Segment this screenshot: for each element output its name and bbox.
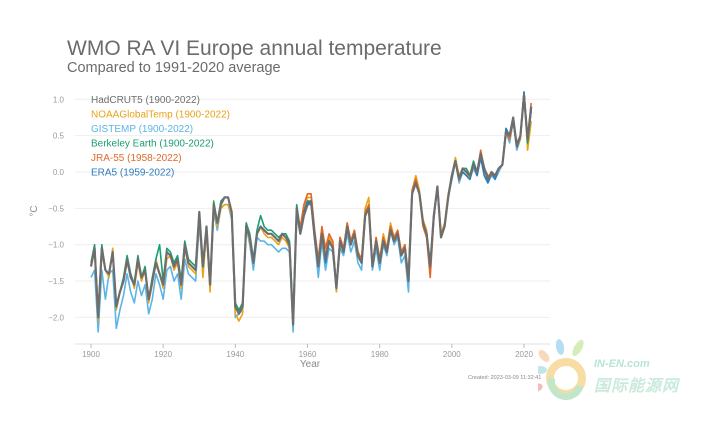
chart-subtitle: Compared to 1991-2020 average (67, 60, 281, 76)
x-tick-label: 1920 (154, 350, 172, 359)
watermark-brand-cn: 国际能源网 (594, 378, 680, 395)
x-tick-label: 1960 (299, 350, 317, 359)
x-tick-label: 1980 (371, 350, 389, 359)
y-axis-label: °C (29, 205, 40, 216)
legend-entry: ERA5 (1959-2022) (91, 168, 174, 179)
series-lines (89, 91, 533, 333)
legend-entry: NOAAGlobalTemp (1900-2022) (91, 110, 230, 121)
legend-entry: GISTEMP (1900-2022) (91, 124, 193, 135)
leaf-logo-icon (538, 339, 586, 401)
chart-title: WMO RA VI Europe annual temperature (67, 37, 442, 60)
y-axis-ticks: 1.0 0.5 0.0 −0.5 −1.0 −1.5 −2.0 (48, 95, 64, 322)
legend-entry: HadCRUT5 (1900-2022) (91, 95, 200, 106)
y-tick-label: 1.0 (53, 95, 65, 104)
y-tick-label: 0.5 (53, 132, 65, 141)
watermark-brand-en: IN-EN.com (594, 358, 650, 370)
series-line-hadcrut5 (89, 94, 533, 326)
legend-entry: Berkeley Earth (1900-2022) (91, 139, 214, 150)
x-tick-label: 2020 (515, 350, 533, 359)
watermark-logo: IN-EN.com 国际能源网 (538, 338, 714, 402)
created-timestamp: Created: 2023-03-09 11:32:41 (468, 375, 542, 381)
y-tick-label: 0.0 (53, 168, 65, 177)
x-axis-label: Year (300, 359, 321, 370)
y-tick-label: −1.5 (48, 277, 64, 286)
x-tick-label: 2000 (443, 350, 461, 359)
legend: HadCRUT5 (1900-2022) NOAAGlobalTemp (1900… (91, 95, 230, 179)
y-tick-label: −2.0 (48, 313, 64, 322)
x-tick-label: 1900 (82, 350, 100, 359)
x-tick-label: 1940 (226, 350, 244, 359)
legend-entry: JRA-55 (1958-2022) (91, 153, 182, 164)
y-tick-label: −1.0 (48, 241, 64, 250)
y-tick-label: −0.5 (48, 204, 64, 213)
x-axis: 1900 1920 1940 1960 1980 2000 2020 (75, 343, 550, 359)
series-line-jra55 (299, 94, 532, 290)
